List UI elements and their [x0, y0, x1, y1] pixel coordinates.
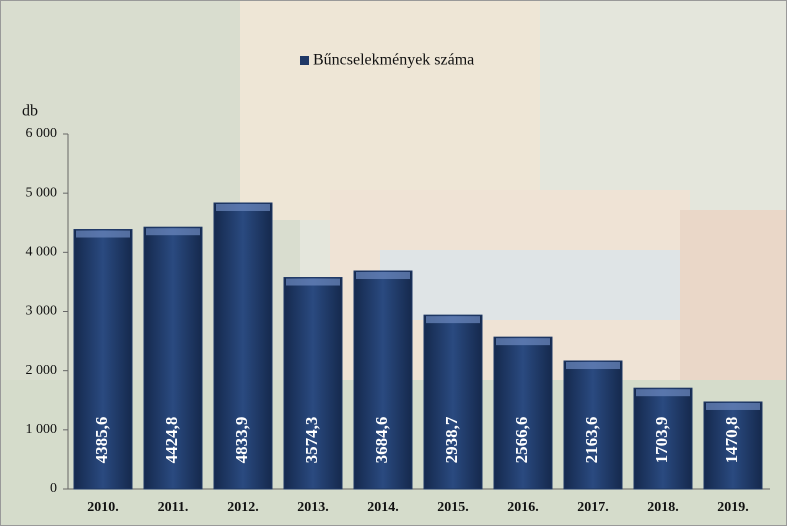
y-axis-label: db — [22, 103, 38, 120]
bar — [353, 270, 413, 490]
bar — [73, 229, 133, 490]
value-label: 4385,6 — [92, 417, 111, 464]
x-tick-label: 2018. — [647, 500, 679, 515]
bar — [563, 360, 623, 490]
bar — [213, 202, 273, 490]
bar-cap — [356, 271, 410, 279]
x-tick-label: 2012. — [227, 500, 259, 515]
bar-cap — [146, 228, 200, 236]
bar-cap — [496, 338, 550, 346]
bar-cap — [426, 316, 480, 324]
value-label: 3684,6 — [372, 417, 391, 464]
y-tick-label: 4 000 — [26, 245, 58, 260]
x-tick-label: 2015. — [437, 500, 469, 515]
value-label: 1703,9 — [652, 417, 671, 464]
value-label: 3574,3 — [302, 417, 321, 464]
value-label: 4833,9 — [232, 417, 251, 464]
bar — [633, 387, 693, 490]
y-tick-label: 2 000 — [26, 363, 58, 378]
y-tick-label: 1 000 — [26, 422, 58, 437]
value-label: 2163,6 — [582, 417, 601, 464]
x-tick-label: 2016. — [507, 500, 539, 515]
x-tick-label: 2011. — [158, 500, 189, 515]
x-tick-label: 2013. — [297, 500, 329, 515]
value-label: 2938,7 — [442, 416, 461, 463]
x-tick-label: 2019. — [717, 500, 749, 515]
bar-cap — [216, 203, 270, 211]
y-tick-label: 3 000 — [26, 304, 58, 319]
value-label: 1470,8 — [722, 417, 741, 464]
bar-cap — [286, 278, 340, 286]
bar-cap — [566, 361, 620, 369]
x-tick-label: 2017. — [577, 500, 609, 515]
bar-cap — [636, 389, 690, 397]
legend-swatch — [300, 56, 309, 65]
bar — [703, 401, 763, 490]
bar — [143, 226, 203, 490]
value-label: 2566,6 — [512, 417, 531, 464]
value-label: 4424,8 — [162, 417, 181, 464]
bar-cap — [706, 402, 760, 410]
y-tick-label: 5 000 — [26, 185, 58, 200]
x-tick-label: 2010. — [87, 500, 119, 515]
bar — [423, 314, 483, 490]
legend-label: Bűncselekmények száma — [313, 52, 474, 69]
bar — [283, 277, 343, 490]
bar — [493, 336, 553, 490]
x-tick-label: 2014. — [367, 500, 399, 515]
bar-cap — [76, 230, 130, 238]
y-tick-label: 6 000 — [26, 126, 58, 141]
y-tick-label: 0 — [50, 481, 57, 496]
